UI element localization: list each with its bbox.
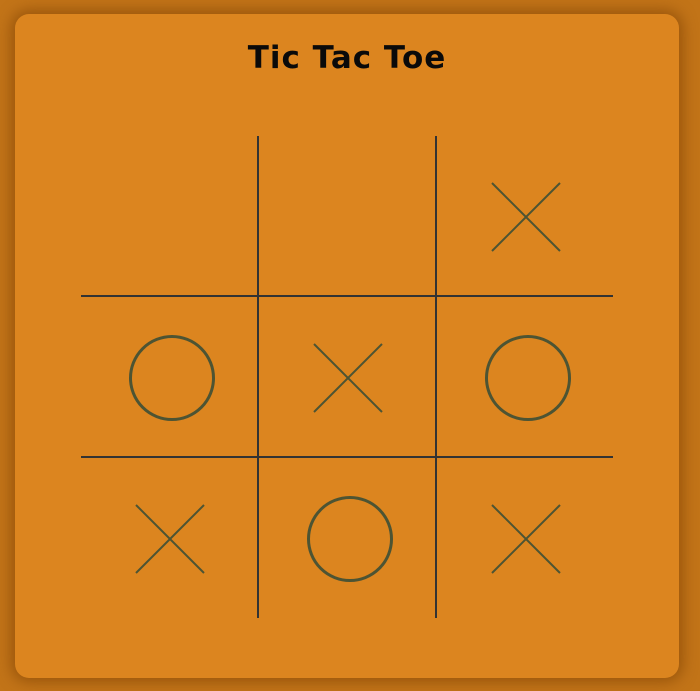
- board-cell-6[interactable]: [437, 297, 614, 457]
- board-cell-3[interactable]: [437, 136, 614, 296]
- x-mark: [491, 182, 561, 252]
- o-mark: [307, 496, 393, 582]
- board-cell-7[interactable]: [81, 458, 258, 618]
- x-mark: [135, 504, 205, 574]
- board-cell-9[interactable]: [437, 458, 614, 618]
- board-cell-2[interactable]: [259, 136, 436, 296]
- game-board: [81, 136, 613, 618]
- grid-lines: [81, 136, 613, 618]
- o-mark: [485, 335, 571, 421]
- game-panel: Tic Tac Toe: [15, 14, 679, 678]
- x-mark: [491, 504, 561, 574]
- board-cell-8[interactable]: [259, 458, 436, 618]
- board-cell-5[interactable]: [259, 297, 436, 457]
- game-title: Tic Tac Toe: [247, 40, 447, 76]
- board-cell-4[interactable]: [81, 297, 258, 457]
- x-mark: [313, 343, 383, 413]
- board-cell-1[interactable]: [81, 136, 258, 296]
- o-mark: [129, 335, 215, 421]
